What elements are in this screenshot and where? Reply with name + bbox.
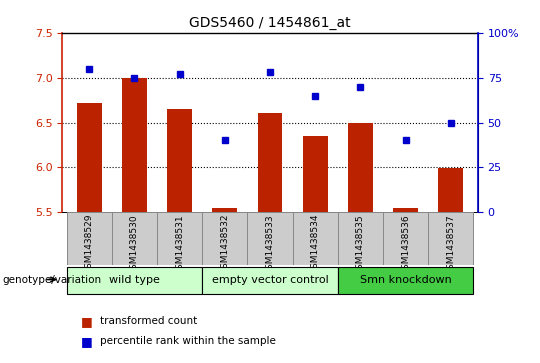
Text: GSM1438537: GSM1438537 <box>446 214 455 274</box>
Bar <box>247 212 293 265</box>
Bar <box>338 266 474 294</box>
Bar <box>303 136 328 212</box>
Text: wild type: wild type <box>109 276 160 285</box>
Bar <box>428 212 474 265</box>
Text: GSM1438530: GSM1438530 <box>130 214 139 274</box>
Text: genotype/variation: genotype/variation <box>3 275 102 285</box>
Bar <box>348 123 373 212</box>
Bar <box>438 168 463 212</box>
Bar <box>258 113 282 212</box>
Bar <box>167 109 192 212</box>
Text: Smn knockdown: Smn knockdown <box>360 276 451 285</box>
Text: GSM1438533: GSM1438533 <box>266 214 274 274</box>
Text: empty vector control: empty vector control <box>212 276 328 285</box>
Text: ■: ■ <box>81 335 93 348</box>
Bar <box>338 212 383 265</box>
Text: GSM1438536: GSM1438536 <box>401 214 410 274</box>
Text: GSM1438531: GSM1438531 <box>175 214 184 274</box>
Bar <box>202 212 247 265</box>
Text: GSM1438535: GSM1438535 <box>356 214 365 274</box>
Bar <box>393 208 418 212</box>
Bar <box>383 212 428 265</box>
Text: GSM1438529: GSM1438529 <box>85 214 94 274</box>
Bar <box>157 212 202 265</box>
Bar <box>66 212 112 265</box>
Bar <box>122 78 147 212</box>
Text: GSM1438532: GSM1438532 <box>220 214 230 274</box>
Text: GSM1438534: GSM1438534 <box>310 214 320 274</box>
Text: ■: ■ <box>81 315 93 328</box>
Text: GDS5460 / 1454861_at: GDS5460 / 1454861_at <box>189 16 351 30</box>
Bar <box>202 266 338 294</box>
Text: transformed count: transformed count <box>100 316 197 326</box>
Text: percentile rank within the sample: percentile rank within the sample <box>100 336 276 346</box>
Bar <box>66 266 202 294</box>
Bar <box>77 103 102 212</box>
Bar <box>112 212 157 265</box>
Bar <box>212 208 237 212</box>
Bar <box>293 212 338 265</box>
